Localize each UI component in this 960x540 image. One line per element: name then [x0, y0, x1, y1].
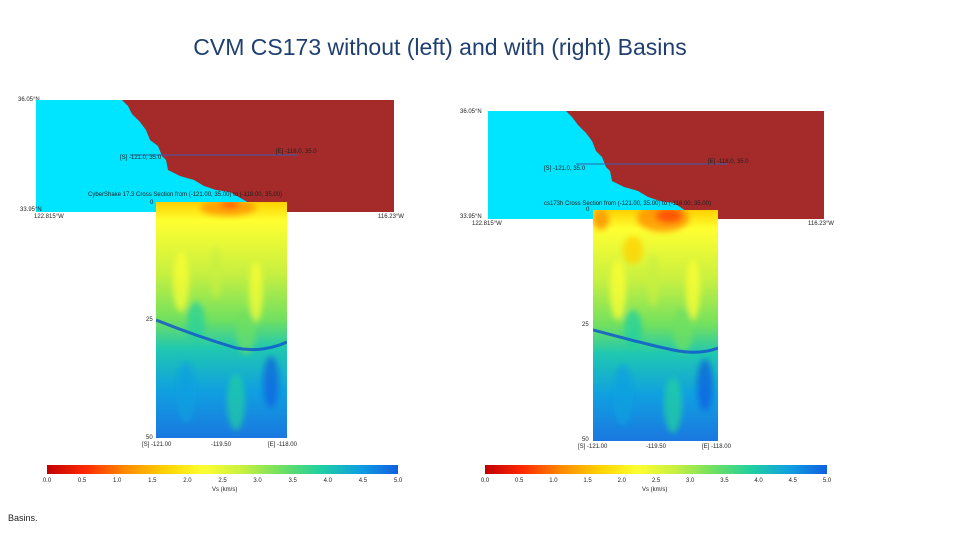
colorbar-tick-label: 0.0 [42, 478, 52, 484]
colorbar-tick-label: 0.0 [480, 478, 490, 484]
right-lon-left-label: 122.815°W [472, 221, 502, 227]
left-colorbar [47, 465, 398, 474]
colorbar-tick-label: 0.5 [515, 478, 524, 484]
land-area [122, 100, 394, 212]
colorbar-tick-label: 3.5 [288, 478, 297, 484]
left-lat-bottom-label: 33.95°N [20, 207, 42, 213]
left-section-caption: CyberShake 17.3 Cross Section from (-121… [88, 192, 282, 198]
colorbar-tick-label: 2.5 [218, 478, 227, 484]
right-map: [S] -121.0, 35.0 [E] -118.0, 35.0 cs173h… [488, 111, 824, 219]
colorbar-tick-label: 3.0 [686, 478, 695, 484]
left-depth-mid: 25 [146, 317, 153, 323]
left-lon-right-label: 116.23°W [378, 214, 404, 220]
left-colorbar-label: Vs (km/s) [212, 487, 238, 493]
right-lat-top-label: 36.05°N [460, 109, 482, 115]
right-end-label: [E] -118.0, 35.0 [708, 159, 749, 165]
right-cross-section [593, 210, 718, 441]
left-depth-bottom: 50 [146, 435, 153, 441]
colorbar-tick-label: 4.5 [788, 478, 797, 484]
colorbar-tick-label: 4.0 [754, 478, 763, 484]
right-xtick-start: [S] -121.00 [578, 444, 608, 450]
right-start-label: [S] -121.0, 35.0 [544, 166, 586, 172]
colorbar-tick-label: 1.0 [113, 478, 122, 484]
left-cross-section [156, 202, 287, 438]
right-depth-mid: 25 [582, 322, 589, 328]
left-depth-top: 0 [150, 200, 154, 206]
left-map: [S] -121.0, 35.0 [E] -118.0, 35.0 CyberS… [36, 100, 394, 212]
right-depth-bottom: 50 [582, 437, 589, 443]
right-xtick-end: [E] -118.00 [702, 444, 731, 450]
colorbar-tick-label: 5.0 [393, 478, 403, 484]
slide-title: CVM CS173 without (left) and with (right… [193, 34, 687, 60]
colorbar-tick-label: 3.0 [253, 478, 262, 484]
right-colorbar-label: Vs (km/s) [642, 487, 668, 493]
footer-text: Basins. [8, 513, 38, 523]
colorbar-tick-label: 2.0 [617, 478, 626, 484]
colorbar-tick-label: 4.5 [358, 478, 368, 484]
right-lon-right-label: 116.23°W [808, 221, 834, 227]
colorbar-tick-label: 1.0 [549, 478, 558, 484]
colorbar-tick-label: 5.0 [822, 478, 832, 484]
colorbar-tick-label: 2.5 [651, 478, 661, 484]
colorbar-tick-label: 1.5 [148, 478, 157, 484]
colorbar-tick-label: 2.0 [183, 478, 192, 484]
left-end-label: [E] -118.0, 35.0 [276, 149, 317, 155]
right-colorbar [485, 465, 827, 474]
colorbar-tick-label: 3.5 [720, 478, 729, 484]
right-xtick-mid: -119.50 [646, 444, 666, 450]
left-lat-top-label: 36.05°N [18, 97, 40, 103]
colorbar-tick-label: 0.5 [77, 478, 87, 484]
colorbar-tick-label: 4.0 [323, 478, 332, 484]
left-xtick-start: [S] -121.00 [142, 442, 172, 448]
left-xtick-mid: -119.50 [211, 442, 231, 448]
land-area [566, 111, 824, 219]
left-start-label: [S] -121.0, 35.0 [120, 155, 162, 161]
left-xtick-end: [E] -118.00 [268, 442, 297, 448]
right-section-caption: cs173h Cross Section from (-121.00, 35.0… [544, 201, 711, 207]
right-lat-bottom-label: 33.95°N [460, 214, 482, 220]
colorbar-tick-label: 1.5 [583, 478, 592, 484]
right-depth-top: 0 [586, 207, 590, 213]
left-lon-left-label: 122.815°W [34, 214, 64, 220]
